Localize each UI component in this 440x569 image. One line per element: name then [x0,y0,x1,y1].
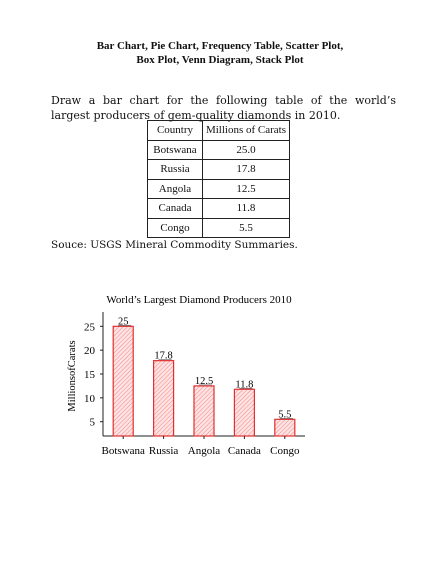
table-cell: 5.5 [202,217,290,238]
y-axis-label: MillionsofCarats [67,340,78,411]
bar-data-label: 12.5 [195,376,213,387]
bar [112,325,134,437]
bar-data-label: 11.8 [235,379,253,390]
table-header-row: Country Millions of Carats [147,120,290,141]
chart-title: World’s Largest Diamond Producers 2010 [106,294,292,306]
table-header-carats: Millions of Carats [202,120,290,141]
x-tick-label: Angola [188,445,221,457]
bar [153,360,175,437]
x-tick-label: Canada [228,445,261,457]
table-cell: Congo [147,217,203,238]
bar-data-label: 25 [118,316,129,327]
y-tick-label: 10 [84,393,96,405]
y-tick-label: 20 [84,345,96,357]
bar [274,418,296,437]
table-row: Congo 5.5 [147,217,290,238]
y-tick-label: 25 [84,321,96,333]
bar [233,388,255,437]
document-title-line2: Box Plot, Venn Diagram, Stack Plot [136,54,304,66]
x-tick-label: Russia [149,445,178,457]
table-header-country: Country [147,120,203,141]
x-tick-label: Congo [270,445,300,457]
bar [193,385,215,437]
y-tick-label: 5 [90,417,96,429]
bar-data-label: 5.5 [278,409,291,420]
bar-data-label: 17.8 [154,351,172,362]
instruction-text: Draw a bar chart for the following table… [51,94,396,122]
table-cell: Angola [147,178,203,199]
source-note: Souce: USGS Mineral Commodity Summaries. [51,239,298,251]
x-tick-label: Botswana [102,445,146,457]
frequency-table: Country Millions of Carats Botswana 25.0… [147,120,290,238]
table-row: Angola 12.5 [147,178,290,199]
document-title-line1: Bar Chart, Pie Chart, Frequency Table, S… [96,40,344,52]
y-tick-label: 15 [84,369,96,381]
